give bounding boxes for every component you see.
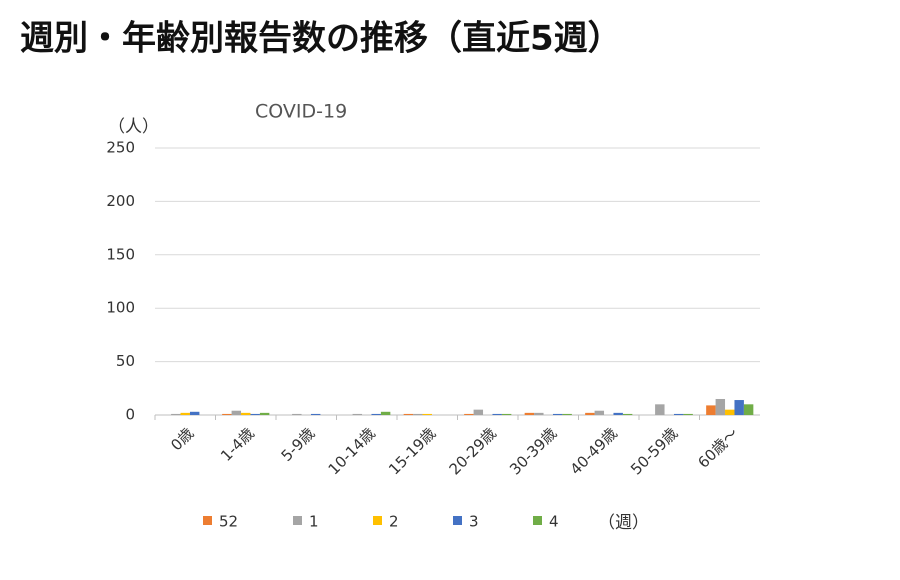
- bar: [189, 411, 200, 415]
- bar: [171, 413, 181, 415]
- bar: [524, 412, 535, 415]
- legend-swatch: [453, 516, 462, 525]
- bar: [501, 413, 512, 415]
- bar: [250, 413, 260, 415]
- x-tick-label: 60歳～: [694, 424, 741, 471]
- legend-label: 52: [219, 513, 238, 531]
- chart-title: COVID-19: [255, 101, 347, 123]
- page-title: 週別・年齢別報告数の推移（直近5週）: [20, 19, 622, 59]
- bar: [492, 413, 502, 415]
- bar: [371, 413, 381, 415]
- bar: [222, 413, 232, 415]
- legend-label: 2: [389, 513, 399, 531]
- x-tick-label: 30-39歳: [506, 424, 560, 478]
- legend-swatch: [373, 516, 382, 525]
- x-tick-label: 40-49歳: [567, 424, 621, 478]
- bar: [725, 409, 735, 415]
- bar: [352, 413, 363, 415]
- bar: [422, 413, 432, 415]
- bar: [734, 400, 744, 415]
- y-axis-label: （人）: [108, 117, 159, 137]
- bar: [464, 413, 474, 415]
- bar: [622, 413, 633, 415]
- legend-label: 4: [549, 513, 559, 531]
- bar: [594, 410, 605, 415]
- y-tick-label: 0: [125, 406, 135, 424]
- bar: [562, 413, 572, 415]
- y-tick-label: 200: [106, 192, 135, 210]
- bar: [552, 413, 563, 415]
- bar: [706, 405, 716, 415]
- bar: [534, 412, 544, 415]
- x-tick-label: 5-9歳: [278, 424, 319, 465]
- bar: [241, 412, 251, 415]
- y-tick-label: 250: [106, 139, 135, 157]
- bar: [585, 412, 595, 415]
- bar: [403, 413, 414, 415]
- y-tick-label: 150: [106, 245, 135, 263]
- bar: [613, 412, 623, 415]
- x-tick-label: 15-19歳: [385, 424, 439, 478]
- legend-label: 3: [469, 513, 479, 531]
- x-tick-label: 50-59歳: [627, 424, 681, 478]
- legend-label: 1: [309, 513, 319, 531]
- y-tick-label: 100: [106, 299, 135, 317]
- bar: [413, 413, 423, 415]
- y-tick-label: 50: [116, 352, 135, 370]
- bar: [473, 409, 484, 415]
- bar: [673, 413, 684, 415]
- legend-unit: （週）: [598, 513, 649, 533]
- bar: [743, 404, 754, 415]
- x-tick-label: 0歳: [167, 424, 197, 454]
- x-tick-label: 10-14歳: [325, 424, 379, 478]
- legend-swatch: [203, 516, 212, 525]
- bar: [715, 398, 726, 415]
- legend-swatch: [533, 516, 542, 525]
- x-tick-label: 20-29歳: [446, 424, 500, 478]
- bar: [231, 410, 242, 415]
- bar: [180, 412, 190, 415]
- bar: [259, 412, 270, 415]
- bar: [292, 413, 302, 415]
- bar: [683, 413, 693, 415]
- bar: [310, 413, 321, 415]
- bar: [380, 411, 391, 415]
- legend-swatch: [293, 516, 302, 525]
- x-tick-label: 1-4歳: [217, 424, 258, 465]
- bar: [655, 404, 665, 415]
